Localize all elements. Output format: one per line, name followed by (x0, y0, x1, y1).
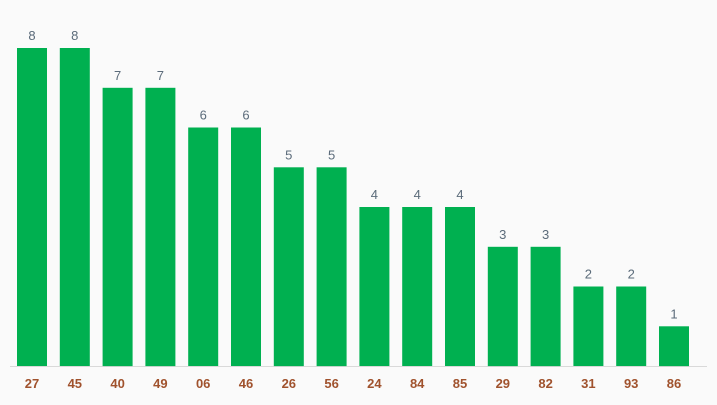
category-label-84: 84 (410, 376, 425, 391)
value-label-46: 6 (242, 108, 249, 123)
category-label-93: 93 (624, 376, 638, 391)
bar-56 (316, 167, 347, 367)
bar-26 (273, 167, 304, 367)
bar-31 (573, 286, 604, 366)
bar-06 (188, 127, 219, 366)
value-label-93: 2 (628, 267, 635, 282)
bar-40 (102, 87, 133, 367)
category-label-85: 85 (453, 376, 467, 391)
value-label-27: 8 (28, 28, 35, 43)
category-label-06: 06 (196, 376, 210, 391)
category-label-27: 27 (25, 376, 39, 391)
bar-29 (487, 246, 518, 367)
value-labels-group: 8 8 7 7 6 6 5 5 4 4 4 3 3 2 2 1 (28, 28, 677, 321)
category-label-82: 82 (538, 376, 552, 391)
category-label-46: 46 (239, 376, 253, 391)
category-label-45: 45 (68, 376, 82, 391)
bar-84 (402, 207, 433, 366)
value-label-45: 8 (71, 28, 78, 43)
category-label-86: 86 (667, 376, 681, 391)
bar-27 (17, 48, 47, 366)
category-label-26: 26 (282, 376, 296, 391)
category-label-56: 56 (324, 376, 338, 391)
value-label-56: 5 (328, 147, 335, 162)
bars-group (17, 48, 689, 367)
value-label-82: 3 (542, 227, 549, 242)
category-labels-group: 27 45 40 49 06 46 26 56 24 84 85 29 82 31 93 86 (25, 376, 681, 391)
value-label-49: 7 (157, 68, 164, 83)
bar-82 (530, 246, 561, 367)
value-label-24: 4 (371, 187, 378, 202)
bar-49 (145, 87, 176, 367)
value-label-40: 7 (114, 68, 121, 83)
value-label-31: 2 (585, 267, 592, 282)
bar-86 (659, 326, 689, 367)
value-label-29: 3 (499, 227, 506, 242)
value-label-86: 1 (670, 306, 677, 321)
category-label-24: 24 (367, 376, 382, 391)
bar-45 (59, 48, 90, 366)
value-label-84: 4 (414, 187, 421, 202)
bar-46 (231, 127, 261, 366)
category-label-40: 40 (110, 376, 124, 391)
category-label-49: 49 (153, 376, 167, 391)
value-label-85: 4 (456, 187, 463, 202)
bar-85 (445, 207, 475, 366)
bar-24 (359, 207, 390, 366)
category-label-29: 29 (496, 376, 510, 391)
value-label-26: 5 (285, 147, 292, 162)
value-label-06: 6 (200, 108, 207, 123)
bar-93 (616, 286, 647, 366)
category-label-31: 31 (581, 376, 595, 391)
